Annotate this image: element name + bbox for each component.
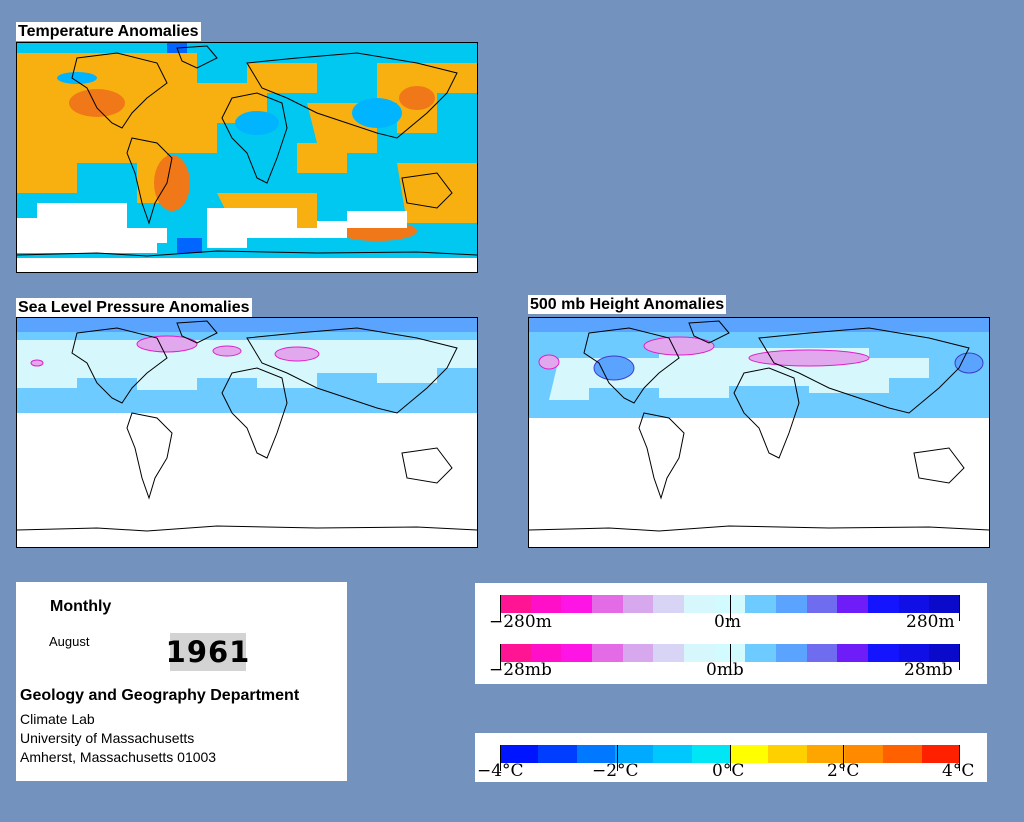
university-label: University of Massachusetts — [20, 730, 195, 746]
height-max-label: 280m — [906, 612, 955, 632]
address-label: Amherst, Massachusetts 01003 — [20, 749, 217, 765]
temperature-map-title: Temperature Anomalies — [16, 22, 201, 41]
year-display: 1961 — [165, 633, 251, 671]
height-swatch-13 — [868, 595, 899, 613]
temp-tick-4 — [843, 745, 844, 771]
temperature-swatch-11 — [883, 745, 922, 763]
temp-label-5: 4°C — [942, 761, 975, 781]
temperature-legend: −4°C −2°C 0°C 2°C 4°C — [475, 733, 987, 782]
height-tick-right — [959, 595, 960, 621]
pressure-swatch-6 — [653, 644, 685, 662]
height-swatch-15 — [929, 595, 961, 613]
pressure-swatch-15 — [929, 644, 961, 662]
slp-anomaly-map — [16, 317, 478, 548]
temperature-color-bar — [500, 745, 960, 763]
pressure-swatch-1 — [500, 644, 531, 662]
temperature-swatch-12 — [921, 745, 960, 763]
pressure-max-label: 28mb — [904, 660, 953, 680]
pressure-swatch-7 — [684, 644, 715, 662]
info-panel: Monthly August 1961 Geology and Geograph… — [16, 582, 347, 781]
temperature-swatch-6 — [691, 745, 730, 763]
height-swatch-12 — [837, 595, 869, 613]
pressure-mid-label: 0mb — [706, 660, 744, 680]
temp-tick-1 — [500, 745, 501, 771]
height-anomaly-map — [528, 317, 990, 548]
pressure-swatch-13 — [868, 644, 899, 662]
pressure-swatch-4 — [592, 644, 623, 662]
height-map-title: 500 mb Height Anomalies — [528, 295, 727, 314]
pressure-swatch-5 — [622, 644, 654, 662]
temperature-swatch-2 — [538, 745, 577, 763]
pressure-swatch-9 — [745, 644, 777, 662]
height-swatch-9 — [745, 595, 777, 613]
temperature-swatch-3 — [576, 745, 615, 763]
temp-label-4: 2°C — [827, 761, 860, 781]
temp-label-3: 0°C — [712, 761, 745, 781]
pressure-swatch-3 — [561, 644, 593, 662]
pressure-tick-right — [959, 644, 960, 670]
height-swatch-3 — [561, 595, 593, 613]
height-mid-label: 0m — [714, 612, 741, 632]
temperature-swatch-1 — [500, 745, 539, 763]
height-swatch-4 — [592, 595, 623, 613]
height-swatch-1 — [500, 595, 531, 613]
pressure-min-label: −28mb — [489, 660, 552, 680]
pressure-swatch-12 — [837, 644, 869, 662]
pressure-swatch-10 — [776, 644, 807, 662]
slp-map-title: Sea Level Pressure Anomalies — [16, 298, 252, 317]
height-swatch-11 — [806, 595, 838, 613]
lab-label: Climate Lab — [20, 711, 95, 727]
temp-tick-2 — [617, 745, 618, 771]
pressure-tick-left — [500, 644, 501, 670]
temperature-swatch-8 — [768, 745, 807, 763]
temp-label-2: −2°C — [592, 761, 639, 781]
pressure-swatch-14 — [898, 644, 930, 662]
temperature-swatch-10 — [844, 745, 884, 763]
height-swatch-10 — [776, 595, 807, 613]
height-color-bar — [500, 595, 961, 613]
pressure-swatch-11 — [806, 644, 838, 662]
temperature-anomaly-map — [16, 42, 478, 273]
height-swatch-5 — [622, 595, 654, 613]
height-tick-left — [500, 595, 501, 621]
temp-label-1: −4°C — [477, 761, 524, 781]
temperature-swatch-9 — [806, 745, 845, 763]
department-label: Geology and Geography Department — [20, 687, 300, 704]
temperature-swatch-4 — [614, 745, 654, 763]
temperature-swatch-7 — [729, 745, 769, 763]
height-tick-mid — [730, 595, 731, 621]
pressure-swatch-2 — [530, 644, 562, 662]
height-swatch-6 — [653, 595, 685, 613]
month-label: August — [49, 634, 90, 649]
period-label: Monthly — [50, 598, 112, 615]
height-swatch-14 — [898, 595, 930, 613]
height-min-label: −280m — [489, 612, 552, 632]
height-swatch-7 — [684, 595, 715, 613]
temp-tick-3 — [730, 745, 731, 771]
temperature-swatch-5 — [653, 745, 692, 763]
temp-tick-5 — [959, 745, 960, 771]
pressure-tick-mid — [730, 644, 731, 670]
pressure-color-bar — [500, 644, 961, 662]
anomaly-legend: −280m 0m 280m −28mb 0mb 28mb — [475, 583, 987, 684]
height-swatch-2 — [530, 595, 562, 613]
